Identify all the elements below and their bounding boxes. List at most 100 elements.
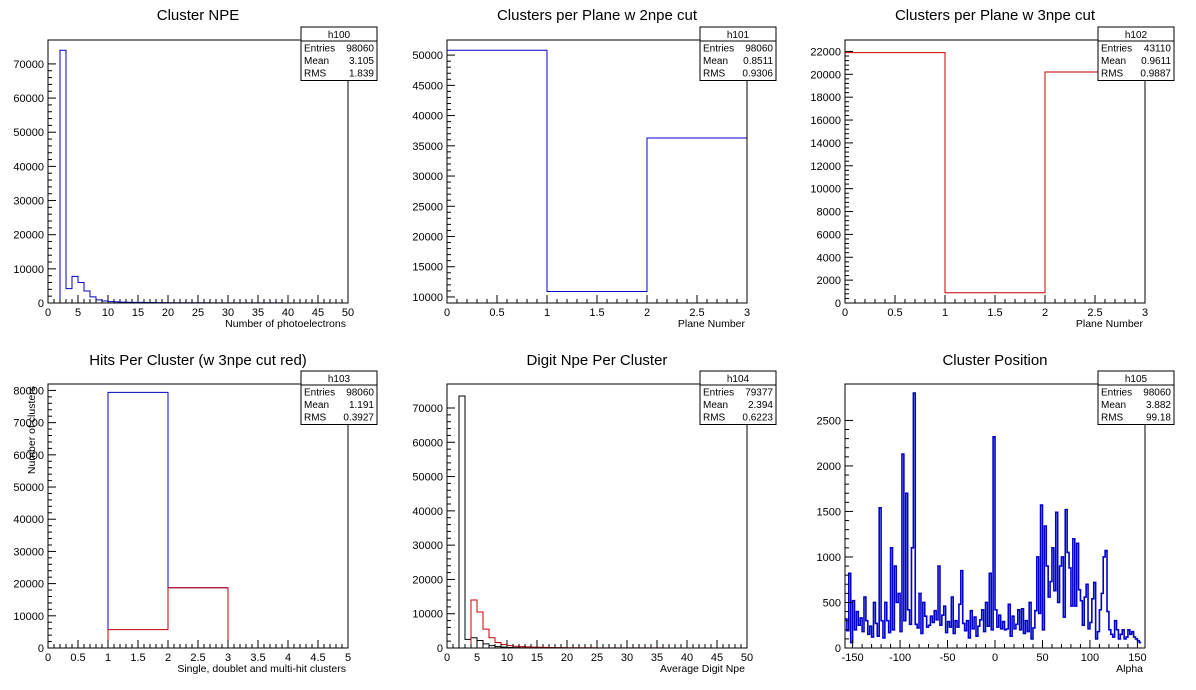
y-tick-label: 60000 [13, 450, 44, 462]
x-tick-label: 4.5 [310, 652, 325, 664]
x-axis-label: Plane Number [678, 318, 746, 330]
x-tick-label: 50 [342, 307, 354, 319]
x-tick-label: 10 [102, 307, 114, 319]
histogram-series-1 [845, 52, 1145, 294]
y-tick-label: 2000 [817, 461, 841, 473]
x-tick-label: 4 [285, 652, 291, 664]
y-tick-label: 40000 [412, 506, 443, 518]
stats-label: Mean [1101, 400, 1126, 411]
stats-label: Entries [703, 44, 734, 55]
x-tick-label: 0 [842, 307, 848, 319]
x-tick-label: 3 [744, 307, 750, 319]
stats-value: 0.9611 [1141, 56, 1171, 67]
x-tick-label: 20 [162, 307, 174, 319]
stats-histogram-name: h100 [328, 30, 351, 41]
x-tick-label: 0.5 [887, 307, 902, 319]
stats-label: Mean [703, 400, 728, 411]
x-tick-label: 150 [1128, 652, 1146, 664]
x-tick-label: 0 [992, 652, 998, 664]
stats-value: 98060 [346, 44, 374, 55]
stats-label: Entries [304, 388, 335, 399]
x-tick-label: 40 [282, 307, 294, 319]
y-tick-label: 2000 [817, 275, 841, 287]
histogram-series-1 [447, 49, 747, 293]
y-tick-label: 50000 [13, 127, 44, 139]
x-tick-label: 0.5 [489, 307, 504, 319]
stats-box-frame [699, 26, 777, 81]
y-tick-label: 20000 [13, 579, 44, 591]
y-tick-label: 70000 [13, 59, 44, 71]
stats-box: h101 Entries 98060 Mean 0.8511 RMS 0.9306 [699, 26, 777, 81]
stats-box-frame [699, 370, 777, 425]
stats-value: 99.18 [1146, 413, 1171, 424]
y-tick-label: 50000 [13, 482, 44, 494]
x-tick-label: 30 [222, 307, 234, 319]
stats-value: 98060 [745, 44, 773, 55]
y-tick-label: 50000 [412, 50, 443, 62]
stats-label: Entries [304, 44, 335, 55]
stats-label: RMS [1101, 413, 1124, 424]
x-tick-label: 2 [644, 307, 650, 319]
stats-box: h103 Entries 98060 Mean 1.191 RMS 0.3927 [300, 370, 378, 425]
stats-value: 0.6223 [742, 413, 773, 424]
stats-label: Entries [703, 388, 734, 399]
x-tick-label: 5 [345, 652, 351, 664]
stats-value: 79377 [745, 388, 773, 399]
x-tick-label: 15 [132, 307, 144, 319]
x-axis-label: Plane Number [1076, 318, 1144, 330]
y-tick-label: 60000 [412, 437, 443, 449]
y-tick-label: 70000 [412, 403, 443, 415]
x-tick-label: -50 [940, 652, 956, 664]
chart-title: Cluster NPE [157, 7, 240, 24]
y-tick-label: 40000 [13, 514, 44, 526]
x-tick-label: 3.5 [250, 652, 265, 664]
stats-box: h100 Entries 98060 Mean 3.105 RMS 1.839 [300, 26, 378, 81]
stats-box: h105 Entries 98060 Mean 3.882 RMS 99.18 [1097, 370, 1175, 425]
y-tick-label: 10000 [13, 611, 44, 623]
stats-label: RMS [703, 69, 726, 80]
x-tick-label: 30 [621, 652, 633, 664]
y-tick-label: 10000 [412, 292, 443, 304]
histogram-series-1 [447, 395, 747, 648]
stats-histogram-name: h101 [727, 30, 750, 41]
stats-label: Mean [304, 56, 329, 67]
stats-histogram-name: h104 [727, 374, 750, 385]
stats-value: 3.105 [349, 56, 374, 67]
x-tick-label: 1.5 [130, 652, 145, 664]
x-tick-label: 1 [942, 307, 948, 319]
y-tick-label: 40000 [412, 111, 443, 123]
stats-value: 1.839 [349, 69, 374, 80]
y-tick-label: 25000 [412, 201, 443, 213]
y-tick-label: 10000 [412, 609, 443, 621]
stats-value: 2.394 [748, 400, 773, 411]
stats-histogram-name: h102 [1125, 30, 1148, 41]
stats-histogram-name: h105 [1125, 374, 1148, 385]
y-tick-label: 1000 [817, 552, 841, 564]
x-tick-label: 3 [1142, 307, 1148, 319]
stats-value: 1.191 [349, 400, 374, 411]
stats-box-frame [1097, 370, 1175, 425]
y-tick-label: 500 [823, 597, 841, 609]
x-axis-label: Average Digit Npe [660, 663, 745, 675]
chart-title: Clusters per Plane w 2npe cut [497, 7, 698, 24]
y-tick-label: 35000 [412, 141, 443, 153]
y-tick-label: 30000 [412, 540, 443, 552]
stats-box: h102 Entries 43110 Mean 0.9611 RMS 0.9887 [1097, 26, 1175, 81]
histogram-panel-6: Cluster Position-150 -100 -50 0 50 100 1500500… [817, 352, 1175, 675]
histogram-panel-4: Hits Per Cluster (w 3npe cut red) 0 0.5 1 1.… [13, 352, 378, 675]
stats-value: 43110 [1144, 44, 1172, 55]
y-tick-label: 16000 [810, 115, 841, 127]
stats-value: 0.3927 [343, 413, 374, 424]
y-tick-label: 2500 [817, 415, 841, 427]
x-tick-label: 5 [474, 652, 480, 664]
x-tick-label: 20 [561, 652, 573, 664]
stats-value: 98060 [346, 388, 374, 399]
x-tick-label: 25 [591, 652, 603, 664]
chart-title: Clusters per Plane w 3npe cut [895, 7, 1096, 24]
histogram-series-1 [845, 392, 1142, 644]
y-tick-label: 22000 [810, 46, 841, 58]
x-axis-label: Alpha [1116, 663, 1143, 675]
stats-label: Mean [304, 400, 329, 411]
y-tick-label: 40000 [13, 161, 44, 173]
chart-title: Cluster Position [942, 352, 1047, 369]
